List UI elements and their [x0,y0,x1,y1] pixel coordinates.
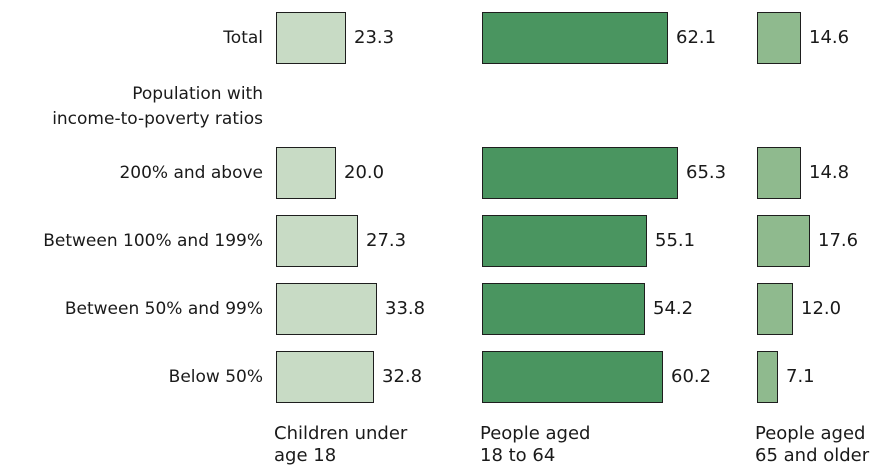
bar [757,147,801,199]
group-label: income-to-poverty ratios [52,109,263,129]
bar [276,283,377,335]
bar [757,351,778,403]
data-label: 7.1 [786,366,815,387]
series-label: 18 to 64 [480,445,556,466]
series-label: age 18 [274,445,337,466]
data-label: 62.1 [676,27,717,48]
series-label: People aged [480,423,591,444]
series-label: 65 and older [755,445,870,466]
group-label: Population with [132,84,263,104]
row-label: Total [223,28,263,48]
bar [482,12,668,64]
bar [276,215,358,267]
bar [482,351,663,403]
series-label: People aged [755,423,866,444]
data-label: 60.2 [671,366,712,387]
data-label: 14.6 [809,27,850,48]
data-label: 27.3 [366,230,407,251]
data-label: 12.0 [801,298,842,319]
bar [757,12,801,64]
data-label: 54.2 [653,298,694,319]
bar [276,351,374,403]
data-label: 23.3 [354,27,395,48]
row-label: 200% and above [119,163,263,183]
bar [276,12,346,64]
row-label: Between 50% and 99% [64,299,263,319]
data-label: 55.1 [655,230,696,251]
bar [482,215,647,267]
data-label: 65.3 [686,162,727,183]
bar [482,147,678,199]
bar [757,283,793,335]
bar [757,215,810,267]
row-label: Below 50% [168,367,263,387]
data-label: 17.6 [818,230,859,251]
data-label: 33.8 [385,298,426,319]
bar [276,147,336,199]
row-label: Between 100% and 199% [43,231,263,251]
bar [482,283,645,335]
series-label: Children under [274,423,408,444]
data-label: 32.8 [382,366,423,387]
data-label: 14.8 [809,162,850,183]
data-label: 20.0 [344,162,385,183]
